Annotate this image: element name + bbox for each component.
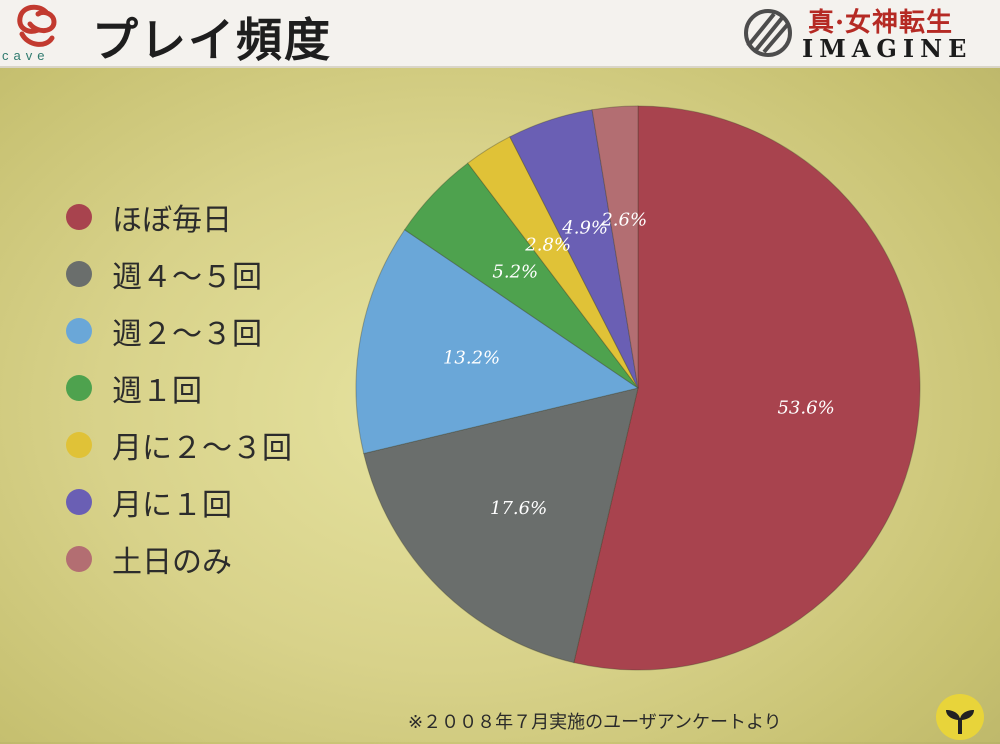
slice-label: 53.6% bbox=[777, 397, 834, 418]
legend-label: 週２～３回 bbox=[112, 317, 262, 352]
legend-label: 週１回 bbox=[112, 374, 202, 409]
slice-label: 17.6% bbox=[490, 498, 547, 519]
pie-slice bbox=[363, 387, 639, 664]
legend-swatch bbox=[66, 375, 92, 401]
mascot-logo bbox=[936, 694, 984, 740]
header-bar: cave プレイ頻度 真·女神転生 IMAGINE bbox=[0, 0, 1000, 68]
brand-title-jp: 真·女神転生 bbox=[808, 8, 954, 38]
sprout-icon bbox=[946, 710, 974, 734]
legend-swatch bbox=[66, 546, 92, 572]
legend-swatch bbox=[66, 204, 92, 230]
pie-slice bbox=[355, 229, 640, 455]
legend-label: ほぼ毎日 bbox=[112, 203, 232, 238]
legend-label: 土日のみ bbox=[112, 545, 232, 580]
cave-logo-text: cave bbox=[2, 48, 50, 63]
cave-logo bbox=[8, 4, 78, 64]
survey-footnote: ※２００８年７月実施のユーザアンケートより bbox=[408, 712, 782, 733]
legend-swatch bbox=[66, 261, 92, 287]
pie-slice bbox=[573, 105, 921, 671]
page-title: プレイ頻度 bbox=[92, 13, 332, 67]
brand-logo: 真·女神転生 IMAGINE bbox=[738, 4, 993, 64]
slice-label: 4.9% bbox=[561, 217, 608, 238]
slice-label: 5.2% bbox=[492, 262, 538, 283]
pie-slice bbox=[467, 136, 639, 389]
legend-label: 月に２～３回 bbox=[112, 431, 292, 466]
brand-emblem bbox=[744, 9, 792, 57]
slice-label: 2.6% bbox=[600, 209, 647, 230]
legend-swatch bbox=[66, 489, 92, 515]
brand-title-en: IMAGINE bbox=[802, 34, 973, 63]
pie-slice bbox=[591, 105, 639, 389]
slice-label: 13.2% bbox=[443, 348, 500, 369]
pie-slice bbox=[403, 162, 639, 389]
legend-swatch bbox=[66, 318, 92, 344]
legend-label: 月に１回 bbox=[112, 488, 232, 523]
slice-label: 2.8% bbox=[524, 235, 571, 256]
legend-label: 週４～５回 bbox=[112, 260, 262, 295]
pie-slice bbox=[509, 109, 639, 389]
legend-swatch bbox=[66, 432, 92, 458]
cave-logo-mark bbox=[17, 4, 57, 47]
